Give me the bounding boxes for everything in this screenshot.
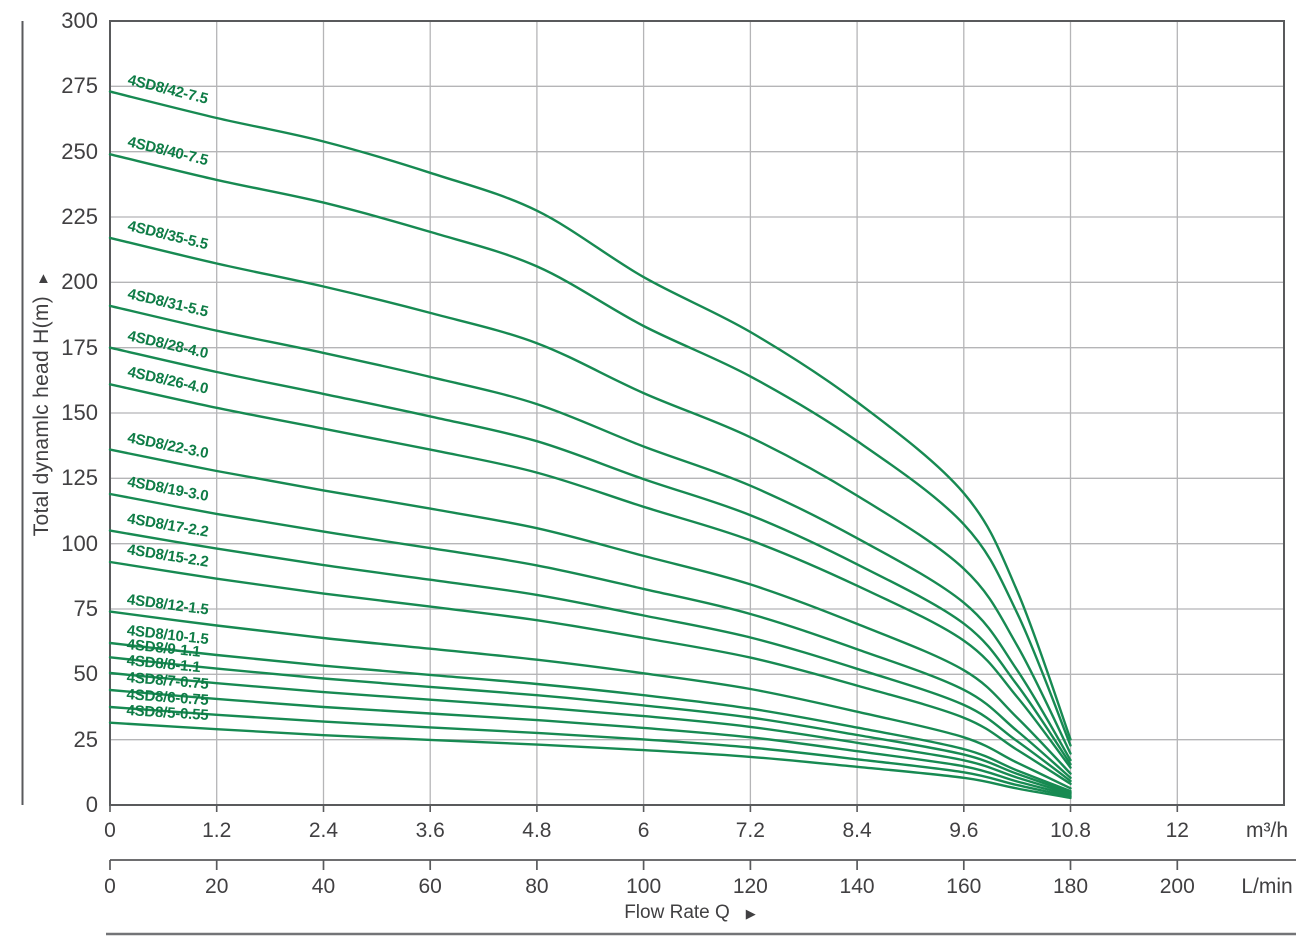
pump-curve bbox=[108, 656, 1072, 794]
y-tick-label: 100 bbox=[61, 530, 98, 556]
x-tick-label-lmin: 0 bbox=[104, 875, 116, 898]
x-tick-label-m3h: 4.8 bbox=[522, 819, 552, 842]
x-axis-title: Flow Rate Q bbox=[624, 902, 730, 923]
x-tick-label-m3h: 2.4 bbox=[308, 819, 339, 842]
y-tick-label: 150 bbox=[61, 400, 98, 425]
x-tick-label-m3h: 1.2 bbox=[202, 819, 232, 842]
y-tick-label: 75 bbox=[73, 596, 98, 621]
x-tick-label-lmin: 80 bbox=[525, 875, 549, 898]
x-tick-label-m3h: 0 bbox=[104, 819, 116, 842]
y-tick-label: 275 bbox=[61, 73, 98, 99]
x-tick-label-lmin: 60 bbox=[418, 875, 442, 898]
y-axis-title: Total dynamlc head H(m) bbox=[30, 296, 53, 537]
x-tick-label-m3h: 9.6 bbox=[949, 819, 979, 842]
pump-curve bbox=[108, 492, 1072, 779]
pump-curve bbox=[108, 90, 1072, 741]
y-tick-label: 0 bbox=[85, 792, 98, 817]
pump-curve bbox=[108, 448, 1072, 775]
y-tick-label: 225 bbox=[61, 204, 98, 229]
x-axis-title-group: Flow Rate Q ▶ bbox=[540, 902, 840, 924]
y-tick-label: 200 bbox=[61, 269, 98, 295]
x-axis-unit-m3h: m³/h bbox=[1246, 819, 1288, 842]
pump-curve bbox=[108, 383, 1072, 769]
x-tick-label-lmin: 20 bbox=[205, 875, 229, 898]
y-tick-label: 250 bbox=[61, 138, 98, 164]
pump-curve bbox=[108, 641, 1072, 793]
x-axis-unit-lmin: L/min bbox=[1241, 875, 1293, 898]
x-tick-label-lmin: 120 bbox=[732, 875, 768, 898]
flow-direction-arrow-icon: ▶ bbox=[745, 906, 756, 921]
x-tick-label-m3h: 8.4 bbox=[842, 819, 872, 842]
pump-curve bbox=[108, 610, 1072, 790]
y-tick-label: 175 bbox=[61, 334, 98, 360]
x-tick-label-m3h: 3.6 bbox=[415, 819, 445, 842]
pump-curve bbox=[108, 346, 1072, 766]
x-tick-label-lmin: 180 bbox=[1053, 875, 1089, 898]
pump-curve bbox=[108, 236, 1072, 755]
y-tick-label: 300 bbox=[61, 8, 98, 33]
x-tick-label-lmin: 100 bbox=[626, 875, 662, 898]
y-tick-label: 125 bbox=[61, 465, 98, 491]
x-tick-label-m3h: 10.8 bbox=[1050, 819, 1091, 842]
pump-curve bbox=[108, 560, 1072, 785]
x-tick-label-lmin: 40 bbox=[311, 875, 336, 898]
x-tick-label-lmin: 200 bbox=[1159, 875, 1195, 898]
pump-curve bbox=[108, 153, 1072, 747]
pump-curve bbox=[108, 705, 1072, 798]
pump-curve bbox=[108, 304, 1072, 762]
plot-border bbox=[109, 20, 1285, 806]
head-axis-up-arrow-icon: ▲ bbox=[36, 270, 51, 287]
x-tick-label-m3h: 6 bbox=[637, 819, 650, 842]
pump-curve bbox=[108, 688, 1072, 797]
x-tick-label-lmin: 160 bbox=[946, 875, 982, 898]
x-tick-label-lmin: 140 bbox=[839, 875, 875, 898]
pump-curve bbox=[108, 529, 1072, 783]
pump-curve bbox=[108, 671, 1072, 795]
y-tick-label: 50 bbox=[73, 661, 98, 687]
pump-curve bbox=[108, 721, 1072, 800]
x-tick-label-m3h: 7.2 bbox=[735, 819, 765, 842]
y-tick-label: 25 bbox=[73, 726, 98, 752]
x-tick-label-m3h: 12 bbox=[1165, 819, 1189, 842]
